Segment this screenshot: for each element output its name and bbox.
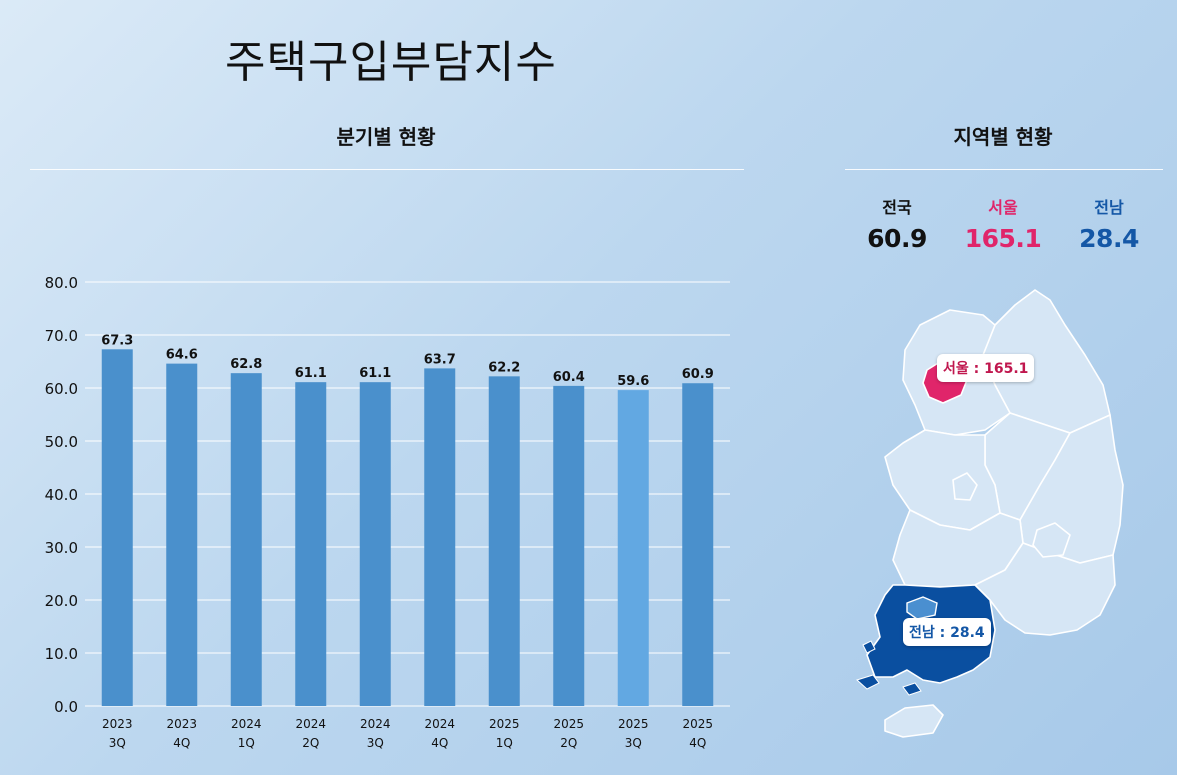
x-tick-label: 2Q [560, 736, 577, 750]
x-tick-label: 2024 [360, 717, 391, 731]
regional-section-divider [845, 169, 1163, 170]
bar-value-label: 64.6 [166, 348, 198, 363]
bar-value-label: 62.2 [488, 360, 520, 375]
korea-region-map [856, 289, 1124, 738]
bar-value-label: 60.9 [682, 367, 714, 382]
bar [359, 382, 391, 706]
map-region-jeju[interactable] [884, 704, 944, 738]
x-tick-label: 4Q [431, 736, 448, 750]
bar-value-label: 61.1 [295, 366, 327, 381]
x-tick-label: 1Q [496, 736, 513, 750]
x-tick-label: 2Q [302, 736, 319, 750]
y-tick-label: 80.0 [45, 274, 78, 292]
bar [166, 363, 198, 706]
x-tick-label: 1Q [238, 736, 255, 750]
bar [424, 368, 456, 706]
bar [101, 349, 133, 706]
jeonnam-callout: 전남 : 28.4 [903, 618, 991, 646]
x-tick-label: 2024 [295, 717, 326, 731]
map-region-gwangju[interactable] [906, 596, 938, 620]
stat-seoul: 서울 165.1 [943, 194, 1063, 253]
y-tick-label: 30.0 [45, 539, 78, 557]
x-tick-label: 4Q [689, 736, 706, 750]
x-tick-label: 3Q [109, 736, 126, 750]
stat-national: 전국 60.9 [837, 194, 957, 253]
y-tick-label: 20.0 [45, 592, 78, 610]
x-tick-label: 2024 [231, 717, 262, 731]
seoul-callout-text: 서울 : 165.1 [943, 361, 1029, 377]
x-tick-label: 4Q [173, 736, 190, 750]
y-tick-label: 10.0 [45, 645, 78, 663]
page-title: 주택구입부담지수 [225, 37, 557, 88]
regional-section-title: 지역별 현황 [953, 125, 1053, 149]
x-tick-label: 2023 [102, 717, 133, 731]
y-tick-label: 70.0 [45, 327, 78, 345]
map-jeonnam-island-1 [856, 674, 880, 690]
seoul-callout: 서울 : 165.1 [937, 354, 1035, 382]
x-tick-label: 2025 [553, 717, 584, 731]
stat-jeonnam: 전남 28.4 [1049, 194, 1169, 253]
stat-national-label: 전국 [882, 198, 912, 217]
x-tick-label: 2024 [424, 717, 455, 731]
x-tick-label: 2025 [489, 717, 520, 731]
bar [553, 385, 585, 706]
bar-value-label: 59.6 [617, 374, 649, 389]
stat-seoul-value: 165.1 [964, 224, 1042, 253]
map-jeonnam-island-3 [862, 640, 876, 654]
x-tick-label: 3Q [367, 736, 384, 750]
bar-value-label: 67.3 [101, 333, 133, 348]
map-jeonnam-island-2 [902, 682, 922, 696]
stat-national-value: 60.9 [867, 224, 927, 253]
x-tick-label: 2025 [682, 717, 713, 731]
jeonnam-callout-text: 전남 : 28.4 [909, 625, 985, 641]
bar [682, 383, 714, 706]
bar [295, 382, 327, 706]
bar-value-label: 63.7 [424, 352, 456, 367]
bar [230, 373, 262, 706]
quarterly-section-title: 분기별 현황 [336, 125, 436, 149]
stat-seoul-label: 서울 [988, 198, 1018, 217]
y-tick-label: 60.0 [45, 380, 78, 398]
y-tick-label: 50.0 [45, 433, 78, 451]
map-region-daegu[interactable] [1032, 522, 1071, 558]
bar [488, 376, 520, 706]
bar-value-label: 61.1 [359, 366, 391, 381]
stat-jeonnam-value: 28.4 [1079, 224, 1139, 253]
map-region-daejeon[interactable] [952, 472, 978, 501]
y-tick-label: 0.0 [54, 698, 78, 716]
quarterly-section-divider [30, 169, 744, 170]
bar-value-label: 62.8 [230, 357, 262, 372]
x-tick-label: 2023 [166, 717, 197, 731]
bar [617, 390, 649, 706]
stat-jeonnam-label: 전남 [1094, 198, 1124, 217]
map-region-chungnam[interactable] [884, 429, 1001, 531]
bar-value-label: 60.4 [553, 370, 585, 385]
x-tick-label: 3Q [625, 736, 642, 750]
y-tick-label: 40.0 [45, 486, 78, 504]
quarterly-bar-chart: 0.0 10.0 20.0 30.0 40.0 50.0 60.0 70.0 80.0 67.3 2… [44, 274, 714, 750]
x-tick-label: 2025 [618, 717, 649, 731]
